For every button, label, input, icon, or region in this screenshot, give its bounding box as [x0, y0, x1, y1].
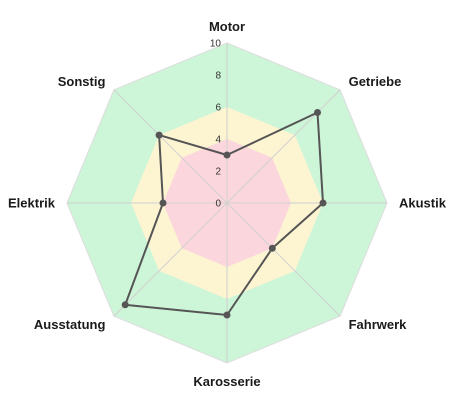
axis-label-sonstig: Sonstig — [58, 74, 106, 89]
tick-label-8: 8 — [215, 71, 221, 82]
axis-label-ausstatung: Ausstatung — [34, 317, 106, 332]
tick-label-2: 2 — [215, 167, 221, 178]
axis-labels: Motor Getriebe Akustik Fahrwerk Karosserie Au… — [8, 19, 447, 389]
data-point-ausstatung — [121, 301, 129, 309]
tick-label-6: 6 — [215, 103, 221, 114]
tick-label-4: 4 — [215, 135, 221, 146]
tick-label-0: 0 — [215, 199, 221, 210]
axis-label-fahrwerk: Fahrwerk — [349, 317, 408, 332]
spoke-fahrwerk — [226, 202, 341, 317]
data-point-akustik — [319, 199, 327, 207]
axis-label-elektrik: Elektrik — [8, 196, 56, 211]
data-point-fahrwerk — [268, 244, 276, 252]
data-point-sonstig — [155, 131, 163, 139]
data-point-motor — [223, 151, 231, 159]
axis-label-getriebe: Getriebe — [349, 74, 402, 89]
axis-spokes — [66, 42, 388, 364]
radial-tick-labels: 0 2 4 6 8 10 — [210, 39, 222, 210]
data-point-getriebe — [314, 109, 321, 116]
data-point-elektrik — [159, 199, 167, 207]
axis-label-karosserie: Karosserie — [193, 374, 260, 389]
data-point-karosserie — [223, 311, 231, 319]
tick-label-10: 10 — [210, 39, 222, 50]
data-series — [121, 109, 327, 319]
spoke-ausstatung — [113, 202, 228, 317]
axis-label-akustik: Akustik — [399, 196, 447, 211]
spoke-getriebe — [226, 89, 341, 204]
axis-label-motor: Motor — [209, 19, 245, 34]
spoke-sonstig — [113, 89, 228, 204]
